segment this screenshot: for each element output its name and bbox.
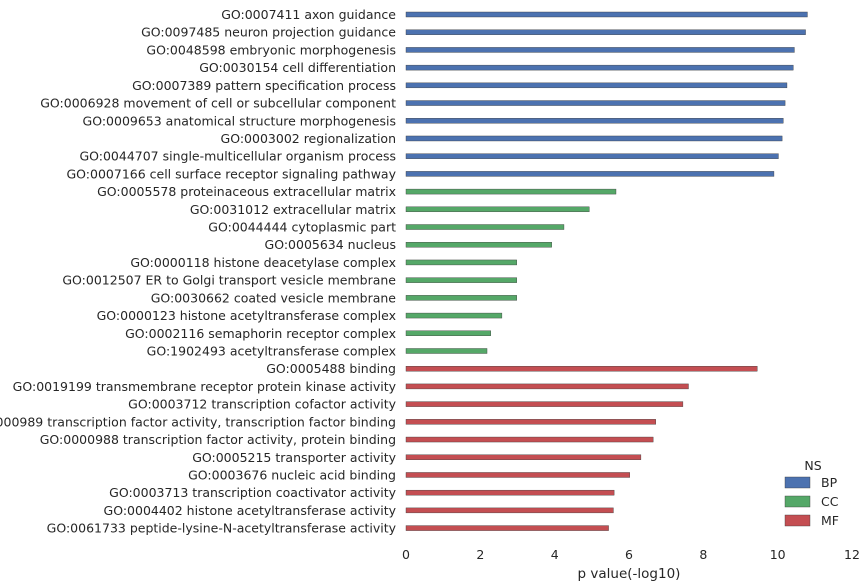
category-label-10: GO:0007166 cell surface receptor signali… (66, 166, 396, 181)
bar-19 (405, 330, 491, 336)
category-label-27: GO:0003676 nucleic acid binding (188, 467, 396, 482)
x-tick-label-10: 10 (770, 547, 786, 562)
bar-16 (405, 277, 517, 283)
category-label-5: GO:0007389 pattern specification process (132, 78, 396, 93)
bar-9 (405, 153, 779, 159)
bar-30 (405, 525, 609, 531)
category-label-6: GO:0006928 movement of cell or subcellul… (40, 96, 396, 111)
category-label-7: GO:0009653 anatomical structure morphoge… (83, 113, 396, 128)
bar-7 (405, 118, 784, 124)
category-label-17: GO:0030662 coated vesicle membrane (151, 290, 397, 305)
bar-28 (405, 489, 615, 496)
bar-22 (405, 383, 689, 390)
bar-1 (405, 11, 808, 18)
category-label-8: GO:0003002 regionalization (221, 131, 396, 146)
category-label-20: GO:1902493 acetyltransferase complex (147, 343, 396, 358)
bar-10 (405, 171, 775, 177)
x-tick-label-6: 6 (625, 547, 633, 562)
category-label-28: GO:0003713 transcription coactivator act… (109, 485, 396, 500)
bars-group (405, 11, 808, 531)
category-label-3: GO:0048598 embryonic morphogenesis (146, 42, 396, 57)
category-label-23: GO:0003712 transcription cofactor activi… (128, 397, 396, 412)
bar-27 (405, 472, 630, 478)
bar-4 (405, 64, 794, 71)
bar-14 (405, 242, 552, 248)
category-label-11: GO:0005578 proteinaceous extracellular m… (97, 184, 396, 199)
x-tick-label-0: 0 (402, 547, 410, 562)
category-label-24: GO:0000989 transcription factor activity… (0, 414, 396, 429)
category-labels-group: GO:0007411 axon guidance GO:0097485 neuro… (0, 7, 397, 536)
category-label-16: GO:0012507 ER to Golgi transport vesicle… (62, 273, 396, 288)
bar-11 (405, 188, 617, 195)
category-label-2: GO:0097485 neuron projection guidance (141, 25, 396, 40)
legend-swatch-cc (784, 495, 811, 508)
bar-6 (405, 100, 786, 106)
legend-swatch-bp (784, 476, 811, 489)
x-tick-label-4: 4 (551, 547, 559, 562)
x-tick-label-2: 2 (476, 547, 484, 562)
category-label-19: GO:0002116 semaphorin receptor complex (125, 326, 396, 341)
category-label-29: GO:0004402 histone acetyltransferase act… (104, 503, 397, 518)
legend-title: NS (804, 458, 821, 473)
legend-entries: BP CC MF (784, 475, 839, 528)
bar-23 (405, 401, 684, 407)
category-label-12: GO:0031012 extracellular matrix (190, 202, 396, 217)
category-label-9: GO:0044707 single-multicellular organism… (79, 149, 396, 164)
category-label-15: GO:0000118 histone deacetylase complex (130, 255, 396, 270)
bar-29 (405, 507, 614, 514)
category-label-18: GO:0000123 histone acetyltransferase com… (97, 308, 396, 323)
bar-15 (405, 259, 517, 266)
legend-label-mf: MF (821, 513, 839, 528)
x-axis-label: p value(-log10) (578, 566, 681, 582)
legend-swatch-mf (784, 514, 811, 527)
category-label-26: GO:0005215 transporter activity (192, 450, 396, 465)
category-label-30: GO:0061733 peptide-lysine-N-acetyltransf… (47, 521, 397, 536)
category-label-21: GO:0005488 binding (266, 361, 396, 376)
bar-5 (405, 82, 788, 89)
bar-21 (405, 366, 758, 372)
bar-12 (405, 206, 590, 213)
category-label-22: GO:0019199 transmembrane receptor protei… (13, 379, 397, 394)
category-label-1: GO:0007411 axon guidance (221, 7, 396, 22)
bar-3 (405, 47, 795, 53)
bar-2 (405, 29, 806, 35)
bar-13 (405, 224, 565, 230)
x-axis-ticks-group: 0 2 4 6 8 10 12 (402, 547, 860, 562)
bar-26 (405, 454, 642, 460)
bar-18 (405, 312, 503, 319)
category-label-4: GO:0030154 cell differentiation (199, 60, 396, 75)
bar-24 (405, 419, 656, 425)
bar-17 (405, 295, 517, 301)
category-label-14: GO:0005634 nucleus (265, 237, 396, 252)
legend-label-cc: CC (821, 494, 839, 509)
category-label-25: GO:0000988 transcription factor activity… (40, 432, 396, 447)
bar-20 (405, 348, 488, 354)
legend-label-bp: BP (821, 475, 838, 490)
bar-25 (405, 436, 654, 443)
category-label-13: GO:0044444 cytoplasmic part (208, 220, 396, 235)
legend: NS BP CC MF (784, 458, 839, 528)
x-tick-label-12: 12 (844, 547, 860, 562)
x-tick-label-8: 8 (699, 547, 707, 562)
bar-8 (405, 135, 783, 142)
